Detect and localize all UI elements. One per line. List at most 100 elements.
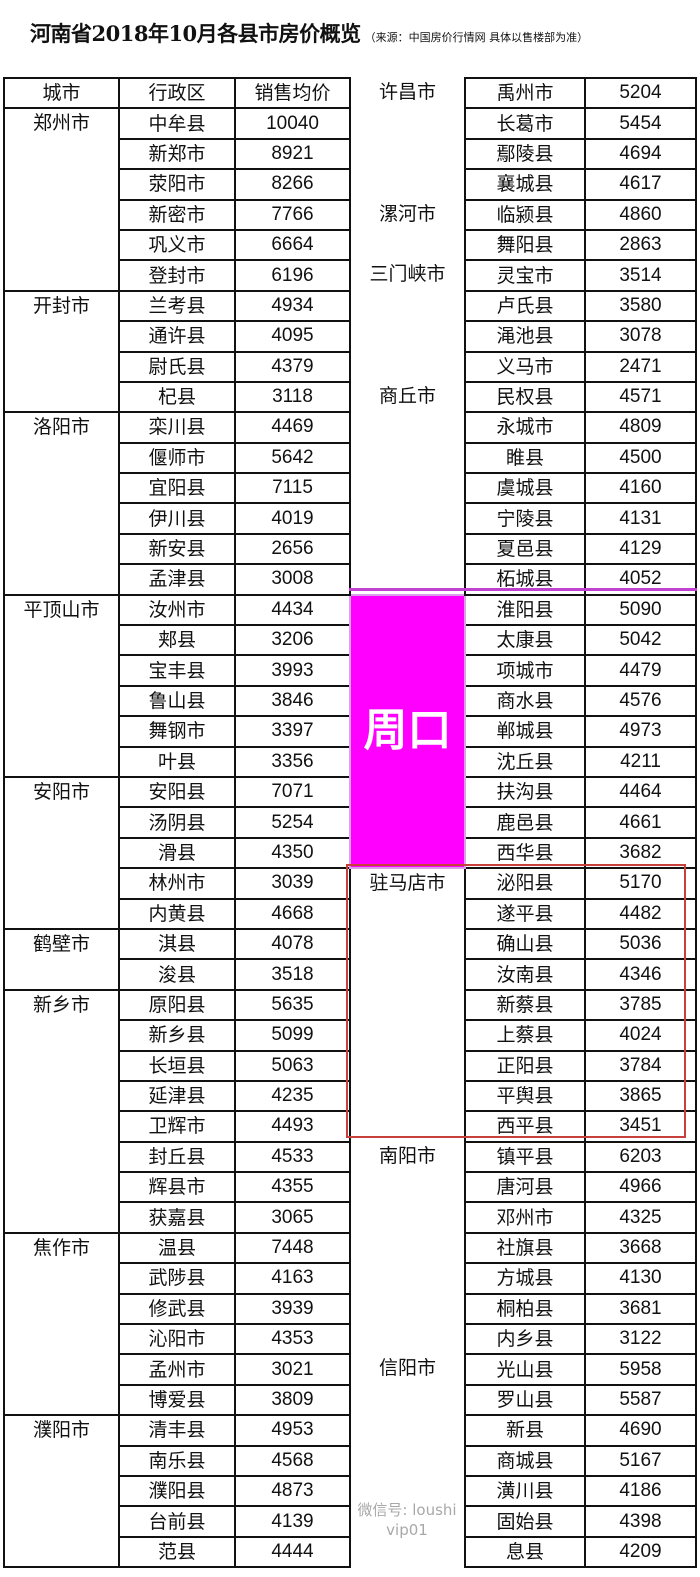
- district-cell: 原阳县: [118, 988, 236, 1022]
- table-row: 周口 淮阳县 5090: [349, 593, 697, 870]
- district-cell: 林州市: [118, 867, 236, 900]
- table-row: 固始县 4398: [350, 1505, 697, 1538]
- table-row: 平舆县 3865: [350, 1079, 697, 1113]
- district-cell: 确山县: [464, 927, 586, 961]
- district-cell: 灵宝市: [464, 259, 586, 292]
- table-row: 南阳市 镇平县 6203: [349, 1140, 697, 1355]
- price-cell: 4209: [584, 1535, 697, 1569]
- price-cell: 3784: [584, 1049, 697, 1082]
- table-row: 商丘市 民权县 4571: [349, 380, 697, 595]
- city-cell: 三门峡市: [349, 260, 466, 382]
- table-row: 虞城县 4160: [350, 472, 697, 505]
- price-cell: 4617: [584, 168, 697, 201]
- district-cell: 宁陵县: [464, 502, 586, 535]
- table-row: 封丘县 4533: [4, 1140, 351, 1174]
- district-cell: 卫辉市: [118, 1110, 236, 1143]
- district-cell: 镇平县: [464, 1140, 586, 1174]
- district-cell: 长葛市: [464, 107, 586, 140]
- table-row: 义马市 2471: [350, 350, 697, 383]
- district-cell: 项城市: [464, 654, 586, 687]
- price-cell: 5042: [584, 624, 697, 657]
- table-row: 范县 4444: [4, 1535, 351, 1569]
- table-row: 舞阳县 2863: [350, 228, 697, 262]
- table-row: 信阳市 光山县 5958: [349, 1353, 697, 1568]
- district-cell: 汤阴县: [118, 806, 236, 839]
- table-row: 南乐县 4568: [4, 1444, 351, 1477]
- price-cell: 4576: [584, 684, 697, 718]
- district-cell: 新乡县: [118, 1019, 236, 1052]
- district-cell: 商城县: [464, 1444, 586, 1477]
- price-cell: 4873: [234, 1474, 351, 1508]
- price-cell: 4019: [234, 502, 351, 535]
- district-cell: 睢县: [464, 441, 586, 475]
- price-cell: 4398: [584, 1505, 697, 1538]
- district-cell: 内乡县: [464, 1323, 586, 1356]
- price-cell: 3668: [584, 1231, 697, 1265]
- district-cell: 淮阳县: [464, 593, 586, 627]
- price-cell: 3078: [584, 320, 697, 353]
- district-cell: 新安县: [118, 532, 236, 566]
- district-cell: 临颍县: [464, 198, 586, 231]
- price-cell: 4131: [584, 502, 697, 535]
- price-cell: 5454: [584, 107, 697, 140]
- price-cell: 4479: [584, 654, 697, 687]
- district-cell: 兰考县: [118, 289, 236, 323]
- price-cell: 3122: [584, 1323, 697, 1356]
- district-cell: 民权县: [464, 380, 586, 414]
- district-cell: 伊川县: [118, 502, 236, 535]
- table-row: 新县 4690: [350, 1414, 697, 1447]
- district-cell: 孟州市: [118, 1353, 236, 1386]
- table-row: 鹤壁市 淇县 4078: [3, 927, 351, 991]
- table-row: 夏邑县 4129: [350, 532, 697, 566]
- district-cell: 汝南县: [464, 958, 586, 991]
- price-cell: 4469: [234, 411, 351, 444]
- price-cell: 3065: [234, 1201, 351, 1234]
- table-row: 延津县 4235: [4, 1079, 351, 1113]
- price-cell: 4482: [584, 897, 697, 930]
- table-row: 台前县 4139: [4, 1505, 351, 1538]
- district-cell: 桐柏县: [464, 1292, 586, 1326]
- district-cell: 叶县: [118, 745, 236, 778]
- price-cell: 4024: [584, 1019, 697, 1052]
- price-cell: 3397: [234, 715, 351, 748]
- table-row: 罗山县 5587: [350, 1383, 697, 1417]
- table-row: 汝南县 4346: [350, 958, 697, 991]
- price-cell: 5642: [234, 441, 351, 475]
- price-cell: 4186: [584, 1474, 697, 1508]
- table-row: 项城市 4479: [350, 654, 697, 687]
- table-row: 社旗县 3668: [350, 1231, 697, 1265]
- price-cell: 5170: [584, 867, 697, 900]
- price-cell: 4500: [584, 441, 697, 475]
- price-cell: 4953: [234, 1414, 351, 1447]
- price-cell: 4353: [234, 1323, 351, 1356]
- district-cell: 内黄县: [118, 897, 236, 930]
- table-row: 内黄县 4668: [4, 897, 351, 930]
- price-cell: 5958: [584, 1353, 697, 1386]
- table-row: 博爱县 3809: [4, 1383, 351, 1417]
- table-row: 遂平县 4482: [350, 897, 697, 930]
- district-cell: 修武县: [118, 1292, 236, 1326]
- price-cell: 4130: [584, 1262, 697, 1295]
- table-row: 武陟县 4163: [4, 1262, 351, 1295]
- district-cell: 登封市: [118, 259, 236, 292]
- table-row: 方城县 4130: [350, 1262, 697, 1295]
- district-cell: 孟津县: [118, 563, 236, 596]
- price-cell: 4160: [584, 472, 697, 505]
- district-cell: 新密市: [118, 198, 236, 231]
- table-row: 洛阳市 栾川县 4469: [3, 411, 351, 596]
- table-row: 滑县 4350: [4, 836, 351, 870]
- price-cell: 4694: [584, 137, 697, 171]
- table-row: 确山县 5036: [350, 927, 697, 961]
- district-cell: 虞城县: [464, 472, 586, 505]
- price-cell: 5090: [584, 593, 697, 627]
- price-cell: 5254: [234, 806, 351, 839]
- district-cell: 偃师市: [118, 441, 236, 475]
- city-cell-highlight: 周口: [349, 593, 466, 870]
- district-cell: 中牟县: [118, 107, 236, 140]
- city-cell: 鹤壁市: [3, 927, 120, 991]
- table-row: 渑池县 3078: [350, 320, 697, 353]
- price-cell: 3008: [234, 563, 351, 596]
- district-cell: 杞县: [118, 380, 236, 414]
- price-cell: 5167: [584, 1444, 697, 1477]
- district-cell: 尉氏县: [118, 350, 236, 383]
